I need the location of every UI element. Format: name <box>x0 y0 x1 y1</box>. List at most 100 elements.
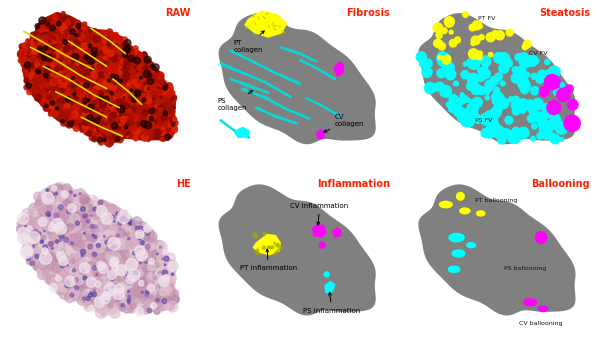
Circle shape <box>118 106 120 108</box>
Circle shape <box>34 56 40 62</box>
Circle shape <box>142 98 146 102</box>
Circle shape <box>72 51 78 57</box>
Circle shape <box>469 74 476 81</box>
Circle shape <box>162 287 171 296</box>
Circle shape <box>56 216 60 220</box>
Circle shape <box>116 91 120 94</box>
Circle shape <box>148 87 150 90</box>
Circle shape <box>110 80 115 84</box>
Circle shape <box>101 80 108 86</box>
Circle shape <box>542 105 554 116</box>
Circle shape <box>86 209 92 215</box>
Circle shape <box>158 75 164 80</box>
Circle shape <box>41 58 45 62</box>
Circle shape <box>98 103 100 105</box>
Circle shape <box>173 121 175 123</box>
Text: Steatosis: Steatosis <box>539 8 590 18</box>
Circle shape <box>106 111 111 117</box>
Circle shape <box>111 69 117 75</box>
Circle shape <box>92 30 99 37</box>
Circle shape <box>44 230 49 235</box>
Circle shape <box>467 60 472 64</box>
Circle shape <box>110 277 115 281</box>
Circle shape <box>445 17 454 27</box>
Circle shape <box>148 82 150 84</box>
Circle shape <box>121 248 126 253</box>
Circle shape <box>77 75 81 78</box>
Circle shape <box>71 65 79 72</box>
Circle shape <box>72 27 74 29</box>
Circle shape <box>90 272 96 278</box>
Circle shape <box>74 29 79 35</box>
Circle shape <box>30 40 35 45</box>
Circle shape <box>131 131 136 134</box>
Circle shape <box>144 87 149 91</box>
Circle shape <box>89 107 95 112</box>
Circle shape <box>118 88 123 94</box>
Circle shape <box>119 240 128 249</box>
Circle shape <box>104 298 113 307</box>
Circle shape <box>140 120 148 127</box>
Circle shape <box>26 218 28 220</box>
Text: CV inflammation: CV inflammation <box>290 203 349 225</box>
Circle shape <box>67 220 70 224</box>
Circle shape <box>109 90 114 95</box>
Circle shape <box>102 77 104 79</box>
Circle shape <box>157 289 163 296</box>
Circle shape <box>49 92 55 98</box>
Circle shape <box>148 281 151 284</box>
Circle shape <box>97 65 101 68</box>
Circle shape <box>50 267 53 270</box>
Circle shape <box>64 104 70 110</box>
Circle shape <box>19 54 22 57</box>
Circle shape <box>24 228 31 235</box>
Circle shape <box>448 19 452 24</box>
Circle shape <box>51 40 53 42</box>
Circle shape <box>275 244 278 247</box>
Circle shape <box>74 81 79 86</box>
Circle shape <box>76 239 85 248</box>
Circle shape <box>107 226 110 229</box>
Circle shape <box>118 63 121 65</box>
Circle shape <box>30 254 41 265</box>
Circle shape <box>160 252 166 258</box>
Circle shape <box>145 86 151 92</box>
Circle shape <box>46 68 52 74</box>
Circle shape <box>44 50 47 52</box>
Circle shape <box>91 281 98 288</box>
Circle shape <box>97 289 108 300</box>
Circle shape <box>143 76 147 80</box>
Circle shape <box>470 51 478 59</box>
Circle shape <box>95 265 103 272</box>
Circle shape <box>88 244 92 249</box>
Circle shape <box>140 54 145 59</box>
Circle shape <box>115 242 125 252</box>
Circle shape <box>24 85 29 90</box>
Circle shape <box>136 227 145 236</box>
Circle shape <box>106 116 111 120</box>
Circle shape <box>122 244 125 247</box>
Circle shape <box>118 105 125 113</box>
Circle shape <box>161 81 164 83</box>
Circle shape <box>122 257 128 263</box>
Circle shape <box>106 309 111 314</box>
Circle shape <box>460 93 464 97</box>
Circle shape <box>477 73 485 81</box>
Circle shape <box>163 89 167 93</box>
Circle shape <box>146 79 149 82</box>
Circle shape <box>92 72 95 76</box>
Circle shape <box>158 282 163 287</box>
Circle shape <box>104 96 109 102</box>
Circle shape <box>87 267 95 276</box>
Circle shape <box>62 185 70 194</box>
Circle shape <box>115 136 120 142</box>
Circle shape <box>154 77 161 83</box>
Circle shape <box>167 123 171 127</box>
Circle shape <box>115 139 118 142</box>
Circle shape <box>159 308 163 312</box>
Circle shape <box>118 104 121 107</box>
Circle shape <box>144 247 152 256</box>
Circle shape <box>64 72 67 74</box>
Circle shape <box>158 242 161 246</box>
Circle shape <box>104 243 115 254</box>
